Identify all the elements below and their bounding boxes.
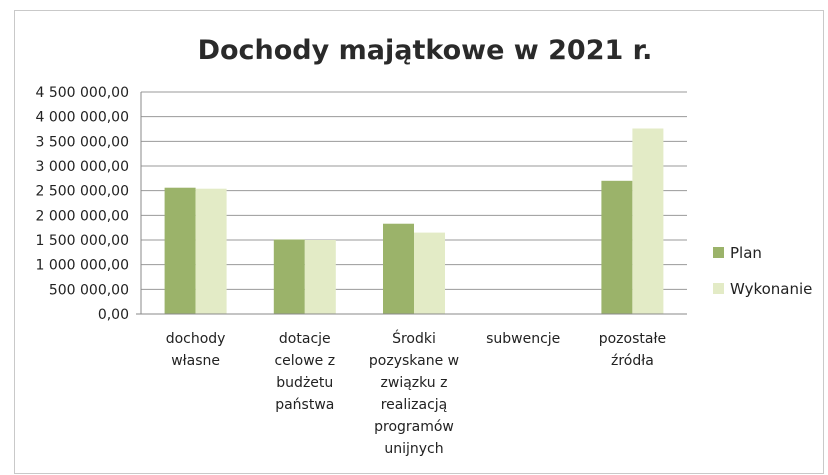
y-tick-label: 4 000 000,00	[35, 110, 129, 126]
x-category-label: związku z	[381, 375, 448, 391]
x-category-label: programów	[374, 419, 454, 435]
bar-plan	[383, 223, 414, 314]
bar-plan	[601, 180, 633, 314]
x-category-label: własne	[171, 353, 220, 369]
bar-wykonanie	[414, 232, 445, 314]
bar-wykonanie	[632, 128, 664, 314]
x-category-label: dotacje	[279, 331, 331, 347]
x-category-label: dochody	[166, 331, 226, 347]
x-category-label: subwencje	[486, 331, 560, 347]
legend-label: Wykonanie	[730, 280, 812, 298]
x-category-label: Środki	[392, 329, 436, 347]
y-tick-label: 3 500 000,00	[35, 134, 129, 150]
x-category-label: unijnych	[384, 441, 443, 457]
bar-wykonanie	[195, 188, 227, 314]
x-category-label: pozyskane w	[369, 353, 459, 369]
y-tick-label: 1 500 000,00	[35, 233, 129, 249]
y-tick-label: 2 000 000,00	[35, 208, 129, 224]
y-tick-label: 4 500 000,00	[35, 85, 129, 101]
y-tick-labels: 0,00 500 000,00 1 000 000,00 1 500 000,00 2 …	[35, 85, 129, 323]
legend-swatch-plan	[713, 247, 724, 258]
y-tick-label: 2 500 000,00	[35, 184, 129, 200]
legend-swatch-wykonanie	[713, 283, 724, 294]
x-category-label: realizacją	[381, 397, 448, 413]
chart-frame: Dochody majątkowe w 2021 r. 0,00 500 000,…	[14, 10, 824, 474]
bar-wykonanie	[304, 240, 336, 314]
bar-plan	[164, 187, 196, 314]
x-category-label: pozostałe	[599, 331, 666, 347]
gridlines	[141, 91, 687, 315]
y-tick-label: 500 000,00	[49, 282, 129, 298]
x-category-label: budżetu	[276, 375, 333, 391]
y-tick-label: 1 000 000,00	[35, 258, 129, 274]
axes	[136, 92, 687, 315]
legend: Plan Wykonanie	[713, 244, 812, 298]
bar-chart: Dochody majątkowe w 2021 r. 0,00 500 000,…	[35, 35, 812, 457]
chart-title: Dochody majątkowe w 2021 r.	[198, 35, 653, 66]
bar-plan	[273, 239, 305, 314]
y-tick-label: 0,00	[98, 307, 129, 323]
x-category-label: źródła	[611, 353, 654, 369]
x-category-label: celowe z	[274, 353, 335, 369]
y-tick-label: 3 000 000,00	[35, 159, 129, 175]
x-category-labels: dochody własne dotacje celowe z budżetu państ…	[166, 329, 666, 457]
legend-label: Plan	[730, 244, 762, 262]
bars	[164, 128, 664, 314]
x-category-label: państwa	[275, 397, 334, 413]
